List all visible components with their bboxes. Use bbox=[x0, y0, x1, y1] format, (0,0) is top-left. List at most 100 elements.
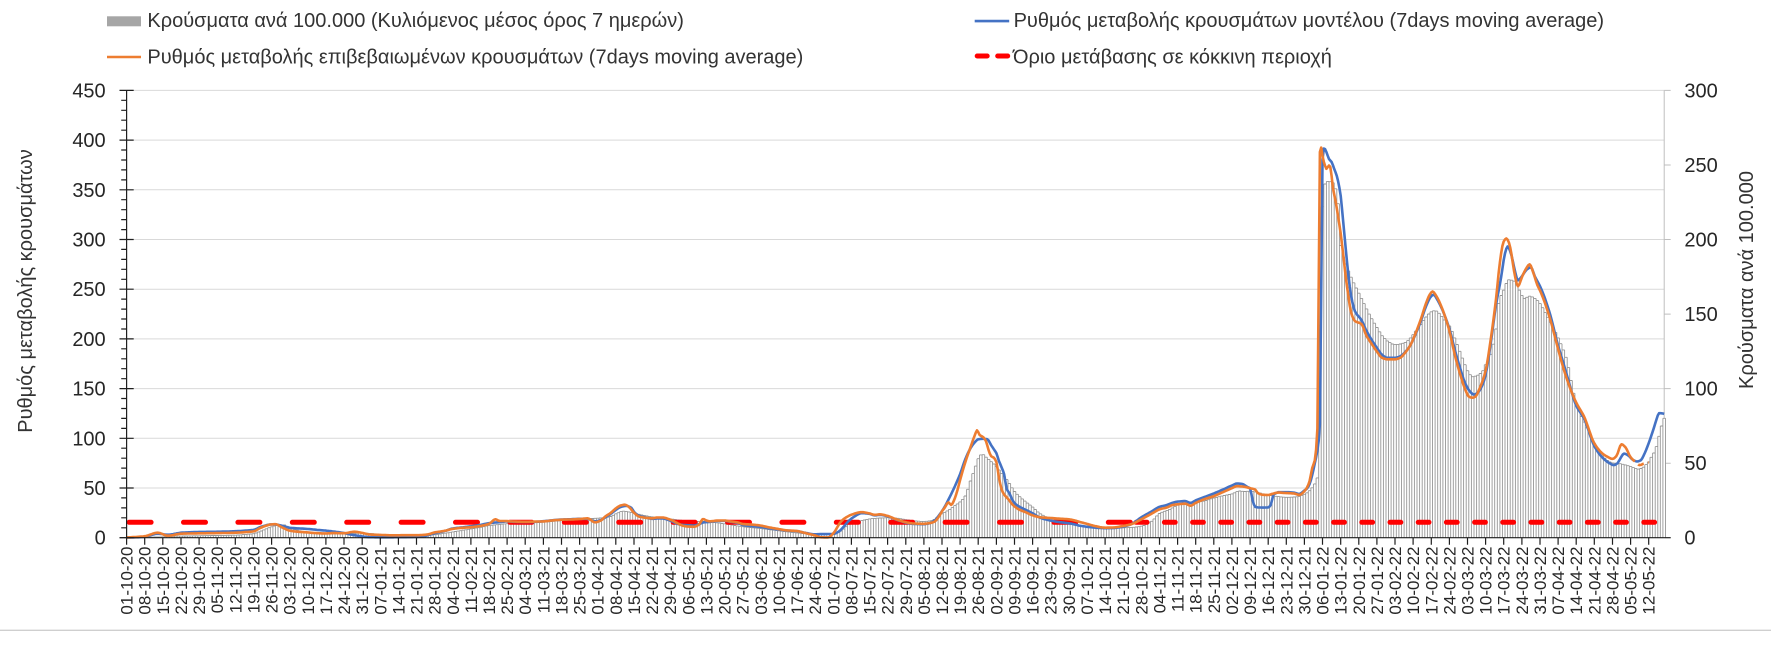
svg-text:18-03-21: 18-03-21 bbox=[553, 547, 572, 615]
svg-text:24-02-22: 24-02-22 bbox=[1440, 547, 1459, 615]
svg-text:10-02-22: 10-02-22 bbox=[1404, 547, 1423, 615]
svg-text:18-11-21: 18-11-21 bbox=[1187, 547, 1206, 614]
svg-text:02-09-21: 02-09-21 bbox=[987, 547, 1006, 615]
svg-text:Όριο μετάβασης σε κόκκινη περι: Όριο μετάβασης σε κόκκινη περιοχή bbox=[1012, 47, 1332, 69]
svg-text:100: 100 bbox=[72, 428, 105, 450]
svg-text:19-08-21: 19-08-21 bbox=[951, 547, 970, 615]
svg-text:07-01-21: 07-01-21 bbox=[371, 547, 390, 615]
svg-text:03-02-22: 03-02-22 bbox=[1386, 547, 1405, 615]
svg-text:04-11-21: 04-11-21 bbox=[1151, 547, 1170, 614]
svg-text:400: 400 bbox=[72, 130, 105, 152]
svg-text:14-10-21: 14-10-21 bbox=[1096, 547, 1115, 615]
svg-text:08-07-21: 08-07-21 bbox=[842, 547, 861, 615]
svg-text:17-03-22: 17-03-22 bbox=[1495, 547, 1514, 615]
svg-text:16-09-21: 16-09-21 bbox=[1024, 547, 1043, 615]
svg-text:250: 250 bbox=[72, 279, 105, 301]
svg-text:05-05-22: 05-05-22 bbox=[1622, 547, 1641, 615]
svg-text:09-09-21: 09-09-21 bbox=[1006, 547, 1025, 615]
svg-text:31-12-20: 31-12-20 bbox=[353, 547, 372, 615]
svg-text:350: 350 bbox=[72, 180, 105, 202]
svg-text:18-02-21: 18-02-21 bbox=[480, 547, 499, 615]
svg-text:11-03-21: 11-03-21 bbox=[534, 547, 553, 614]
svg-text:13-05-21: 13-05-21 bbox=[697, 547, 716, 615]
svg-text:30-09-21: 30-09-21 bbox=[1060, 547, 1079, 615]
svg-text:21-01-21: 21-01-21 bbox=[408, 547, 427, 615]
svg-text:10-03-22: 10-03-22 bbox=[1477, 547, 1496, 615]
svg-text:28-01-21: 28-01-21 bbox=[426, 547, 445, 615]
svg-text:26-11-20: 26-11-20 bbox=[263, 547, 282, 614]
svg-text:200: 200 bbox=[1684, 230, 1717, 252]
svg-text:06-01-22: 06-01-22 bbox=[1314, 547, 1333, 615]
svg-text:15-07-21: 15-07-21 bbox=[861, 547, 880, 615]
svg-text:Ρυθμός μεταβολής κρουσμάτων: Ρυθμός μεταβολής κρουσμάτων bbox=[15, 149, 37, 433]
svg-text:02-12-21: 02-12-21 bbox=[1223, 547, 1242, 615]
svg-text:04-02-21: 04-02-21 bbox=[444, 547, 463, 615]
svg-text:28-10-21: 28-10-21 bbox=[1132, 547, 1151, 615]
svg-text:29-10-20: 29-10-20 bbox=[190, 547, 209, 615]
svg-text:17-02-22: 17-02-22 bbox=[1422, 547, 1441, 615]
svg-text:17-12-20: 17-12-20 bbox=[317, 547, 336, 615]
svg-text:29-07-21: 29-07-21 bbox=[897, 547, 916, 615]
svg-text:300: 300 bbox=[1684, 80, 1717, 102]
svg-text:12-11-20: 12-11-20 bbox=[226, 547, 245, 614]
svg-text:21-10-21: 21-10-21 bbox=[1114, 547, 1133, 615]
svg-text:10-06-21: 10-06-21 bbox=[770, 547, 789, 615]
svg-text:08-10-20: 08-10-20 bbox=[136, 547, 155, 615]
svg-text:16-12-21: 16-12-21 bbox=[1259, 547, 1278, 615]
svg-text:12-05-22: 12-05-22 bbox=[1640, 547, 1659, 615]
svg-text:10-12-20: 10-12-20 bbox=[299, 547, 318, 615]
svg-text:30-12-21: 30-12-21 bbox=[1295, 547, 1314, 615]
svg-text:24-03-22: 24-03-22 bbox=[1513, 547, 1532, 615]
svg-text:Κρούσματα ανά 100.000 (Κυλιόμε: Κρούσματα ανά 100.000 (Κυλιόμενος μέσος … bbox=[147, 10, 684, 32]
svg-text:0: 0 bbox=[1684, 528, 1695, 550]
svg-text:07-04-22: 07-04-22 bbox=[1549, 547, 1568, 615]
svg-text:04-03-21: 04-03-21 bbox=[516, 547, 535, 615]
svg-text:450: 450 bbox=[72, 80, 105, 102]
svg-text:250: 250 bbox=[1684, 155, 1717, 177]
svg-text:0: 0 bbox=[95, 528, 106, 550]
svg-text:03-06-21: 03-06-21 bbox=[752, 547, 771, 615]
svg-text:15-04-21: 15-04-21 bbox=[625, 547, 644, 615]
svg-text:01-10-20: 01-10-20 bbox=[118, 547, 137, 615]
svg-text:11-02-21: 11-02-21 bbox=[462, 547, 481, 614]
svg-text:05-11-20: 05-11-20 bbox=[208, 547, 227, 614]
svg-text:12-08-21: 12-08-21 bbox=[933, 547, 952, 615]
svg-text:07-10-21: 07-10-21 bbox=[1078, 547, 1097, 615]
svg-text:28-04-22: 28-04-22 bbox=[1604, 547, 1623, 615]
svg-text:21-04-22: 21-04-22 bbox=[1585, 547, 1604, 615]
svg-text:01-07-21: 01-07-21 bbox=[824, 547, 843, 615]
svg-text:27-01-22: 27-01-22 bbox=[1368, 547, 1387, 615]
svg-text:20-01-22: 20-01-22 bbox=[1350, 547, 1369, 615]
svg-text:29-04-21: 29-04-21 bbox=[661, 547, 680, 615]
svg-text:13-01-22: 13-01-22 bbox=[1332, 547, 1351, 615]
svg-text:19-11-20: 19-11-20 bbox=[244, 547, 263, 614]
svg-text:Ρυθμός μεταβολής επιβεβαιωμένω: Ρυθμός μεταβολής επιβεβαιωμένων κρουσμάτ… bbox=[147, 47, 803, 69]
svg-text:Ρυθμός μεταβολής κρουσμάτων μο: Ρυθμός μεταβολής κρουσμάτων μοντέλου (7d… bbox=[1014, 10, 1604, 32]
svg-text:24-12-20: 24-12-20 bbox=[335, 547, 354, 615]
svg-text:22-04-21: 22-04-21 bbox=[643, 547, 662, 615]
svg-text:300: 300 bbox=[72, 230, 105, 252]
svg-text:24-06-21: 24-06-21 bbox=[806, 547, 825, 615]
svg-text:200: 200 bbox=[72, 329, 105, 351]
svg-text:17-06-21: 17-06-21 bbox=[788, 547, 807, 615]
svg-text:23-12-21: 23-12-21 bbox=[1277, 547, 1296, 615]
svg-text:09-12-21: 09-12-21 bbox=[1241, 547, 1260, 615]
svg-text:03-12-20: 03-12-20 bbox=[281, 547, 300, 615]
svg-text:20-05-21: 20-05-21 bbox=[716, 547, 735, 615]
svg-text:Κρούσματα ανά 100.000: Κρούσματα ανά 100.000 bbox=[1736, 171, 1758, 389]
svg-text:100: 100 bbox=[1684, 379, 1717, 401]
svg-text:25-03-21: 25-03-21 bbox=[571, 547, 590, 615]
svg-text:26-08-21: 26-08-21 bbox=[969, 547, 988, 615]
svg-text:150: 150 bbox=[1684, 304, 1717, 326]
svg-text:14-04-22: 14-04-22 bbox=[1567, 547, 1586, 615]
svg-text:14-01-21: 14-01-21 bbox=[389, 547, 408, 615]
svg-text:08-04-21: 08-04-21 bbox=[607, 547, 626, 615]
svg-text:50: 50 bbox=[1684, 453, 1706, 475]
svg-text:22-07-21: 22-07-21 bbox=[879, 547, 898, 615]
svg-text:25-11-21: 25-11-21 bbox=[1205, 547, 1224, 614]
svg-text:27-05-21: 27-05-21 bbox=[734, 547, 753, 615]
svg-text:11-11-21: 11-11-21 bbox=[1169, 547, 1188, 613]
svg-text:22-10-20: 22-10-20 bbox=[172, 547, 191, 615]
svg-text:31-03-22: 31-03-22 bbox=[1531, 547, 1550, 615]
svg-text:25-02-21: 25-02-21 bbox=[498, 547, 517, 615]
